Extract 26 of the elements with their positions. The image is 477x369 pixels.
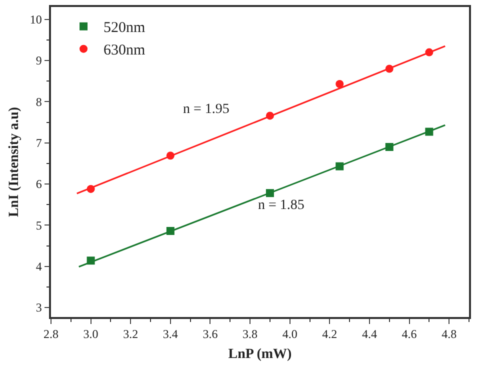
x-tick-label: 3.2 [123,327,138,342]
x-tick-label: 3.8 [242,327,258,342]
y-tick-label: 8 [36,94,42,109]
x-tick-label: 4.4 [362,327,377,342]
x-tick-label: 2.8 [44,327,58,342]
x-tick-label: 4.6 [402,327,417,342]
y-tick-label: 9 [36,54,42,68]
x-tick-label: 3.6 [202,327,218,342]
point [336,80,344,88]
y-tick-label: 4 [36,260,42,274]
legend-label: 630nm [104,42,146,59]
x-tick-label: 3.4 [162,327,178,342]
y-tick-label: 6 [36,177,42,192]
legend-label: 520nm [104,20,146,36]
y-axis-title: LnI (Intensity a.u) [6,106,22,218]
x-tick-label: 4.8 [442,327,457,342]
x-axis-title: LnP (mW) [228,346,292,362]
annotation: n = 1.85 [258,198,304,213]
y-tick-label: 5 [36,218,42,232]
y-tick-label: 10 [30,12,42,27]
annotation: n = 1.95 [183,102,230,117]
y-tick-label: 7 [36,136,42,150]
x-tick-label: 4.0 [282,327,298,342]
x-tick-label: 4.2 [322,327,338,342]
x-tick-label: 3.0 [83,327,98,342]
y-tick-label: 3 [36,300,42,315]
